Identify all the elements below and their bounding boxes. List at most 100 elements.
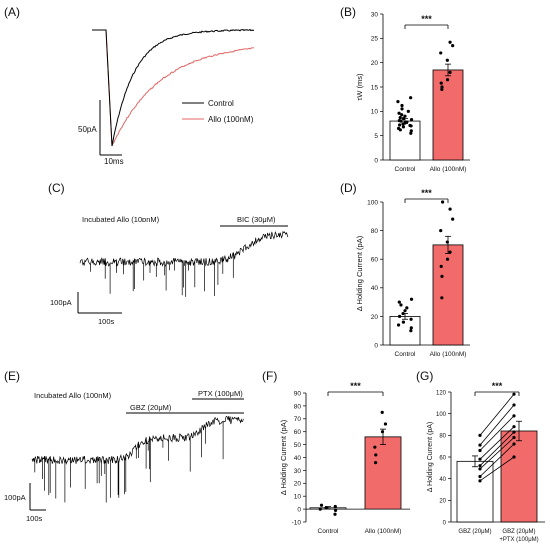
bar-chart-d: 0 20 40 60 80 100 Δ Holding Current (pA) Contro…: [355, 188, 470, 358]
data-point: [512, 425, 516, 429]
data-point: [478, 474, 482, 479]
bar-control: [389, 120, 421, 161]
y-tick-label: 30: [371, 11, 379, 18]
y-tick-label: 40: [371, 285, 379, 292]
y-axis-label: Δ Holding Current (pA): [355, 235, 364, 311]
data-point: [397, 123, 402, 127]
y-tick-label: 40: [439, 477, 446, 483]
data-point: [318, 507, 322, 511]
data-point: [409, 297, 414, 301]
control-trace: [92, 28, 255, 147]
y-tick-label: 25: [371, 36, 379, 43]
data-point: [439, 51, 443, 55]
data-point: [409, 317, 413, 321]
data-point: [400, 107, 404, 111]
data-point: [439, 81, 443, 85]
data-point: [478, 457, 482, 461]
panel-label-e: (E): [4, 369, 20, 383]
condition-label-e: Incubated Allo (100nM): [34, 391, 112, 400]
y-tick-label: 0: [374, 342, 378, 349]
x-tick-label: Control: [395, 166, 417, 173]
data-point: [512, 455, 516, 459]
y-tick-label: 80: [294, 403, 302, 410]
significance-stars: ***: [421, 188, 432, 198]
data-point: [397, 111, 401, 115]
y-tick-label: 120: [436, 390, 447, 396]
y-tick-label: 0: [374, 157, 378, 164]
panel-label-f: (F): [262, 369, 277, 383]
y-tick-label: 15: [371, 84, 379, 91]
paired-line: [479, 426, 515, 460]
bar-treatment: [364, 436, 402, 510]
panel-label-d: (D): [340, 181, 357, 195]
bar-treatment: [432, 69, 464, 161]
data-point: [409, 326, 413, 330]
y-tick-label: 5: [374, 133, 378, 140]
x-tick-label: Allo (100nM): [365, 528, 402, 535]
scalebar-a-x-label: 10ms: [104, 157, 124, 166]
scalebar-a-y-label: 50pA: [78, 125, 97, 134]
allo-trace: [92, 29, 255, 147]
data-point: [401, 125, 406, 129]
data-point: [405, 120, 409, 124]
y-tick-label: 20: [439, 499, 446, 505]
drug-label-e2: PTX (100μM): [198, 389, 243, 398]
bar-chart-f: -10 0 10 20 30 40 50 60 70 80 90 Δ Holding Current …: [279, 381, 410, 535]
y-tick-label: 60: [294, 429, 302, 436]
legend-allo-label: Allo (100nM): [208, 115, 254, 124]
paired-line: [479, 443, 515, 477]
y-tick-label: 100: [436, 412, 447, 418]
holding-current-trace-c: [79, 230, 289, 297]
y-tick-label: 20: [294, 481, 302, 488]
data-point: [403, 114, 407, 118]
bar-treatment: [500, 430, 538, 523]
data-point: [440, 87, 444, 92]
data-point: [448, 40, 452, 44]
data-point: [512, 430, 516, 434]
data-point: [409, 131, 413, 135]
scalebar-c-x-label: 100s: [98, 317, 115, 326]
data-point: [445, 78, 450, 82]
data-point: [374, 453, 378, 457]
data-point: [397, 300, 401, 304]
data-point: [398, 128, 402, 132]
panel-e-trace: Incubated Allo (100nM) GBZ (20μM) PTX (1…: [4, 389, 244, 523]
data-point: [440, 274, 444, 278]
bar-control: [389, 315, 421, 346]
panel-label-c: (C): [48, 181, 65, 195]
significance-stars: ***: [421, 14, 432, 24]
x-tick-label: GBZ (20μM): [458, 529, 491, 535]
data-point: [398, 116, 402, 120]
data-point: [445, 240, 449, 244]
y-tick-label: 20: [371, 60, 379, 67]
panel-label-a: (A): [4, 5, 20, 19]
data-point: [383, 422, 388, 426]
data-point: [512, 414, 516, 418]
data-point: [401, 320, 406, 324]
x-tick-label: GBZ (20μM): [502, 529, 535, 535]
y-tick-label: 30: [294, 468, 302, 475]
bar-chart-g: 0 20 40 60 80 100 120 Δ Holding Current (pA) GBZ…: [427, 381, 545, 543]
data-point: [400, 113, 404, 117]
data-point: [380, 410, 384, 414]
data-point: [478, 433, 482, 437]
data-point: [397, 314, 402, 318]
paired-line: [479, 393, 515, 436]
data-point: [512, 435, 516, 440]
scalebar-e-x-label: 100s: [26, 514, 43, 523]
y-tick-label: 80: [439, 434, 446, 440]
data-point: [448, 250, 452, 254]
data-point: [400, 103, 404, 108]
data-point: [478, 448, 482, 453]
y-tick-label: 40: [294, 455, 302, 462]
data-point: [478, 464, 482, 468]
data-point: [401, 117, 406, 121]
data-point: [478, 443, 482, 447]
data-point: [399, 303, 403, 307]
bar-chart-b: 0 5 10 15 20 25 30 τW (ms) Control Allo (100nM) **…: [355, 11, 470, 173]
y-tick-label: 0: [297, 507, 301, 514]
y-tick-label: 60: [439, 455, 446, 461]
y-tick-label: 60: [371, 257, 379, 264]
data-point: [445, 257, 450, 261]
